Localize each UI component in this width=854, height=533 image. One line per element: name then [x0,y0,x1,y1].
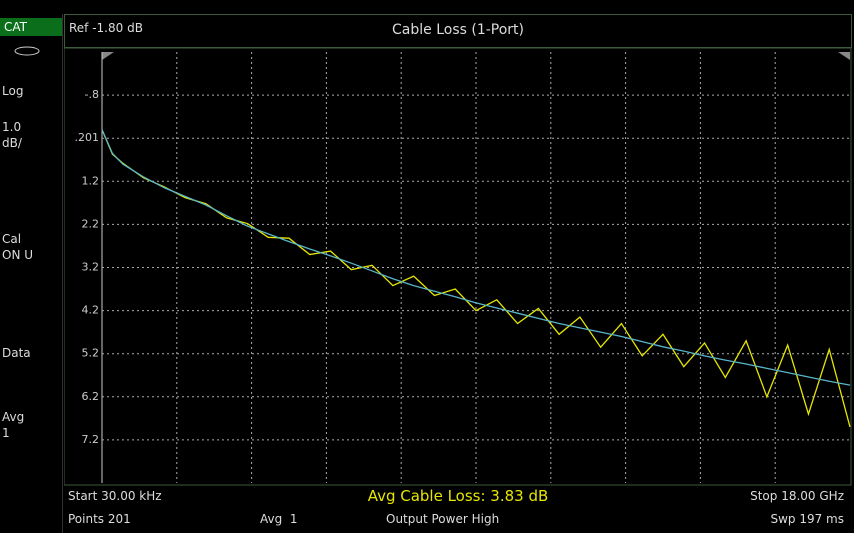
start-freq: Start 30.00 kHz [68,489,162,503]
cal-label: Cal [2,232,22,246]
avg-count: Avg 1 [260,512,298,526]
scale-unit: dB/ [2,136,22,150]
y-tick-label: 6.2 [82,390,100,403]
corner-marker [102,52,114,60]
y-tick-label: 4.2 [82,304,100,317]
data-label: Data [2,346,31,360]
top-strip [0,0,854,12]
avg-cable-loss: Avg Cable Loss: 3.83 dB [367,487,549,505]
plot-frame [64,48,852,486]
header: Ref -1.80 dB Cable Loss (1-Port) [64,14,852,48]
sweep-time: Swp 197 ms [770,512,844,526]
footer: Start 30.00 kHz Avg Cable Loss: 3.83 dB … [64,487,852,533]
y-tick-label: 7.2 [82,433,100,446]
avg-value: 1 [2,426,10,440]
y-tick-label: 3.2 [82,261,100,274]
y-tick-label: 2.2 [82,217,100,230]
y-tick-label: -.8 [85,88,99,101]
stop-freq: Stop 18.00 GHz [750,489,844,503]
scale-type: Log [2,84,24,98]
output-power: Output Power High [386,512,500,526]
corner-marker [838,52,850,60]
trace [101,129,851,386]
scale-value: 1.0 [2,120,22,134]
plot: -.8 .201 1.2 2.2 3.2 4.2 5.2 6.2 7.2 [64,48,852,486]
avg-label: Avg [2,410,25,424]
mode-tab[interactable]: CAT [0,18,62,36]
measurement-title: Cable Loss (1-Port) [392,22,524,38]
ref-level: Ref -1.80 dB [69,21,143,35]
sidebar: CAT Log 1.0 dB/ Cal ON U Data Avg 1 [0,14,63,533]
y-tick-label: .201 [75,131,100,144]
y-tick-label: 1.2 [82,174,100,187]
points: Points 201 [68,512,131,526]
cal-state: ON U [2,248,34,262]
y-tick-label: 5.2 [82,347,100,360]
sweep-icon [14,46,40,56]
